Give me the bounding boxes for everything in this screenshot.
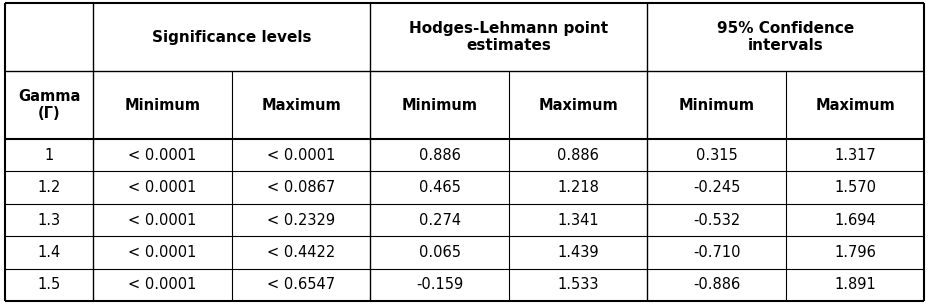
Text: 95% Confidence
intervals: 95% Confidence intervals xyxy=(716,21,854,53)
Text: < 0.4422: < 0.4422 xyxy=(266,245,335,260)
Text: 0.465: 0.465 xyxy=(419,180,460,195)
Text: < 0.0867: < 0.0867 xyxy=(266,180,335,195)
Text: 1.891: 1.891 xyxy=(833,277,875,292)
Text: 0.315: 0.315 xyxy=(695,148,737,163)
Text: 1.533: 1.533 xyxy=(557,277,599,292)
Text: 1.796: 1.796 xyxy=(833,245,875,260)
Text: Minimum: Minimum xyxy=(124,98,200,112)
Text: 0.274: 0.274 xyxy=(419,212,460,227)
Text: 1.341: 1.341 xyxy=(557,212,599,227)
Text: Gamma
(Γ): Gamma (Γ) xyxy=(18,89,80,121)
Text: 1.5: 1.5 xyxy=(37,277,60,292)
Text: -0.159: -0.159 xyxy=(416,277,463,292)
Text: 0.886: 0.886 xyxy=(557,148,599,163)
Text: 0.886: 0.886 xyxy=(419,148,460,163)
Text: Minimum: Minimum xyxy=(401,98,477,112)
Text: < 0.6547: < 0.6547 xyxy=(266,277,335,292)
Text: 0.065: 0.065 xyxy=(419,245,460,260)
Text: 1.3: 1.3 xyxy=(37,212,60,227)
Text: 1.218: 1.218 xyxy=(557,180,599,195)
Text: -0.245: -0.245 xyxy=(692,180,740,195)
Text: Minimum: Minimum xyxy=(677,98,754,112)
Text: 1.317: 1.317 xyxy=(833,148,875,163)
Text: Maximum: Maximum xyxy=(815,98,894,112)
Text: < 0.0001: < 0.0001 xyxy=(128,180,197,195)
Text: 1.694: 1.694 xyxy=(833,212,875,227)
Text: < 0.0001: < 0.0001 xyxy=(266,148,335,163)
Text: -0.886: -0.886 xyxy=(692,277,740,292)
Text: < 0.2329: < 0.2329 xyxy=(266,212,335,227)
Text: 1.439: 1.439 xyxy=(557,245,599,260)
Text: -0.710: -0.710 xyxy=(692,245,740,260)
Text: 1.2: 1.2 xyxy=(37,180,60,195)
Text: 1.570: 1.570 xyxy=(833,180,875,195)
Text: < 0.0001: < 0.0001 xyxy=(128,245,197,260)
Text: 1: 1 xyxy=(45,148,54,163)
Text: -0.532: -0.532 xyxy=(692,212,740,227)
Text: < 0.0001: < 0.0001 xyxy=(128,277,197,292)
Text: Significance levels: Significance levels xyxy=(152,29,311,45)
Text: Maximum: Maximum xyxy=(537,98,617,112)
Text: Maximum: Maximum xyxy=(261,98,341,112)
Text: 1.4: 1.4 xyxy=(37,245,60,260)
Text: < 0.0001: < 0.0001 xyxy=(128,212,197,227)
Text: Hodges-Lehmann point
estimates: Hodges-Lehmann point estimates xyxy=(409,21,608,53)
Text: < 0.0001: < 0.0001 xyxy=(128,148,197,163)
